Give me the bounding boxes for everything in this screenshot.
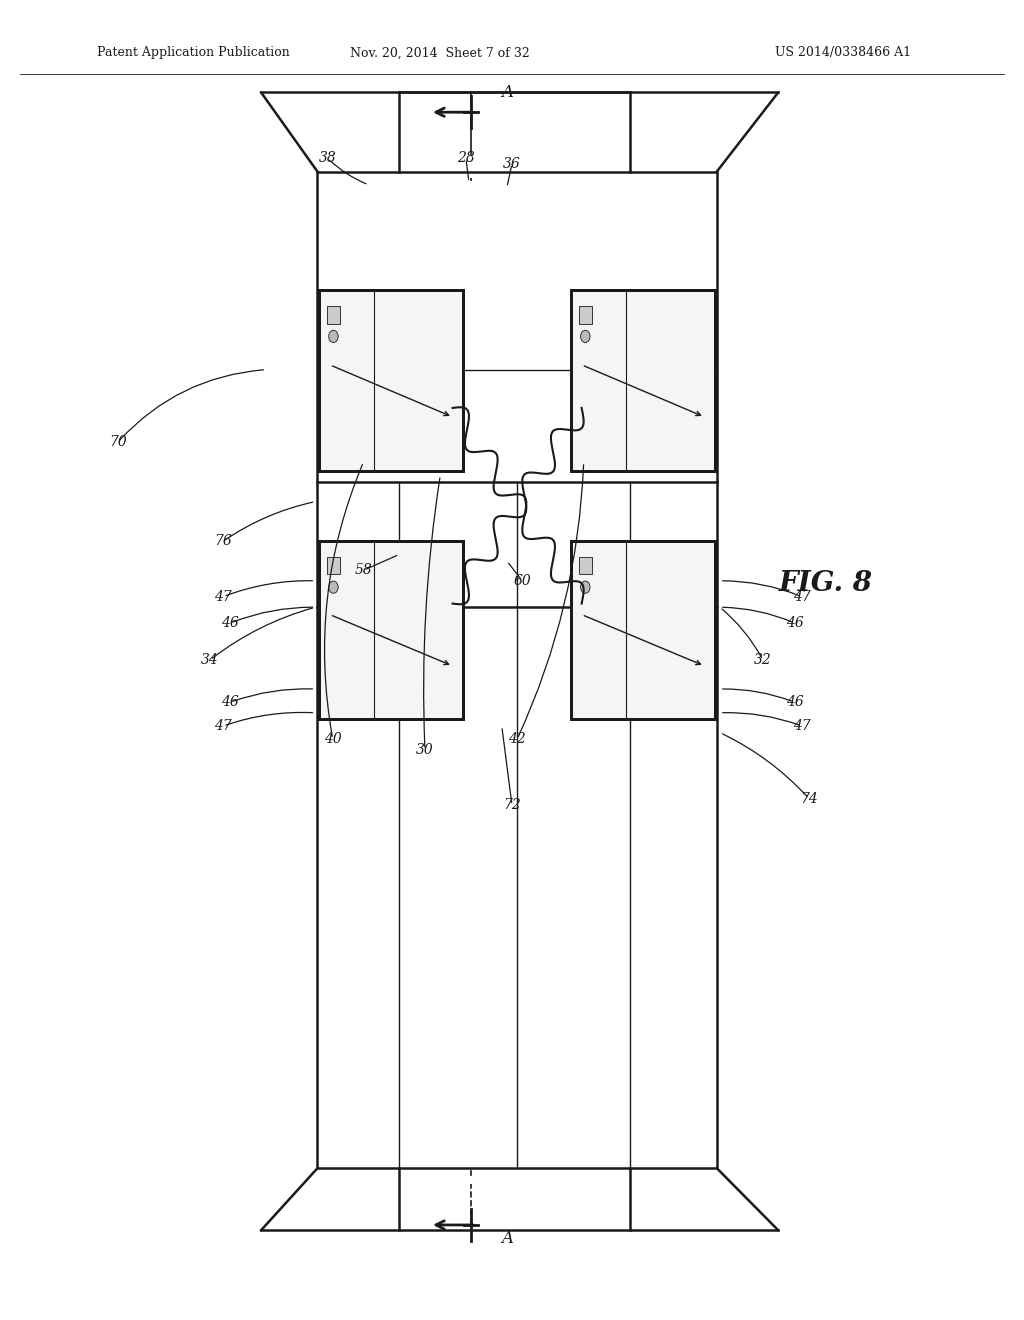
Text: 40: 40 bbox=[324, 733, 342, 746]
Text: 46: 46 bbox=[221, 616, 240, 630]
Text: 47: 47 bbox=[793, 719, 811, 733]
Text: 60: 60 bbox=[513, 574, 531, 587]
Text: 76: 76 bbox=[214, 535, 232, 548]
Text: 34: 34 bbox=[201, 653, 219, 667]
Bar bbox=[319, 541, 463, 719]
Text: 28: 28 bbox=[457, 152, 475, 165]
Text: A: A bbox=[502, 84, 514, 100]
Text: Patent Application Publication: Patent Application Publication bbox=[97, 46, 290, 59]
Bar bbox=[579, 557, 592, 574]
Text: 32: 32 bbox=[754, 653, 772, 667]
Circle shape bbox=[581, 330, 590, 342]
Text: 46: 46 bbox=[785, 616, 804, 630]
Bar bbox=[571, 290, 715, 471]
Text: 47: 47 bbox=[214, 719, 232, 733]
Text: Nov. 20, 2014  Sheet 7 of 32: Nov. 20, 2014 Sheet 7 of 32 bbox=[350, 46, 530, 59]
Text: 70: 70 bbox=[109, 436, 127, 449]
Text: 47: 47 bbox=[214, 590, 232, 603]
Text: 74: 74 bbox=[800, 792, 818, 805]
Circle shape bbox=[329, 581, 338, 593]
Text: 36: 36 bbox=[503, 157, 521, 170]
Text: 42: 42 bbox=[508, 733, 526, 746]
Circle shape bbox=[581, 581, 590, 593]
Text: US 2014/0338466 A1: US 2014/0338466 A1 bbox=[775, 46, 911, 59]
Text: 58: 58 bbox=[354, 564, 373, 577]
Bar bbox=[319, 290, 463, 471]
Text: A: A bbox=[502, 1230, 514, 1246]
Text: 72: 72 bbox=[503, 799, 521, 812]
Bar bbox=[579, 306, 592, 323]
Text: 30: 30 bbox=[416, 743, 434, 756]
Text: 46: 46 bbox=[785, 696, 804, 709]
Text: 47: 47 bbox=[793, 590, 811, 603]
Text: 38: 38 bbox=[318, 152, 337, 165]
Bar bbox=[327, 306, 340, 323]
Text: 46: 46 bbox=[221, 696, 240, 709]
Bar bbox=[327, 557, 340, 574]
Circle shape bbox=[329, 330, 338, 342]
Bar bbox=[571, 541, 715, 719]
Text: FIG. 8: FIG. 8 bbox=[778, 570, 872, 597]
